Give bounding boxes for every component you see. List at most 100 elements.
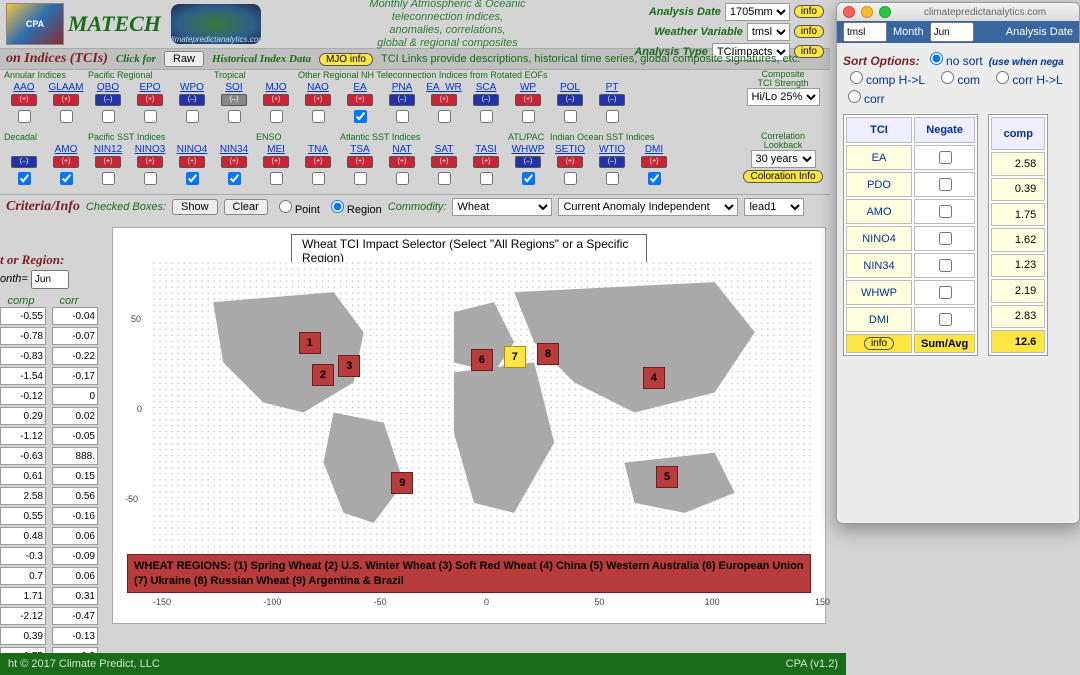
close-icon[interactable] <box>843 6 855 18</box>
comp-val[interactable] <box>0 467 46 485</box>
zoom-icon[interactable] <box>879 6 891 18</box>
map-marker-5[interactable]: 5 <box>656 466 678 488</box>
sort-opt[interactable]: corr <box>843 92 885 106</box>
tci-check-SCA[interactable] <box>480 110 493 123</box>
tci-link-PNA[interactable]: PNA <box>392 82 413 93</box>
point-radio[interactable] <box>279 200 292 213</box>
info-button[interactable]: info <box>794 25 824 38</box>
comp-val[interactable] <box>0 607 46 625</box>
tci-check-QBO[interactable] <box>102 110 115 123</box>
comp-val[interactable] <box>0 587 46 605</box>
map-marker-4[interactable]: 4 <box>643 367 665 389</box>
comp-val[interactable] <box>0 627 46 645</box>
show-button[interactable]: Show <box>172 199 218 215</box>
map-marker-8[interactable]: 8 <box>537 343 559 365</box>
month-input[interactable] <box>31 270 69 289</box>
tci-link-NAT[interactable]: NAT <box>392 144 411 155</box>
map-marker-2[interactable]: 2 <box>312 364 334 386</box>
point-radio-label[interactable]: Point <box>274 197 320 216</box>
tci-check-EA[interactable] <box>354 110 367 123</box>
tci-check-NAT[interactable] <box>396 172 409 185</box>
sort-opt[interactable]: com <box>933 73 980 87</box>
tci-link-WTIO[interactable]: WTIO <box>599 144 625 155</box>
commodity-select[interactable]: Wheat <box>452 198 552 216</box>
comp-val[interactable] <box>0 427 46 445</box>
corr-val[interactable] <box>52 407 98 425</box>
tci-link-TNA[interactable]: TNA <box>308 144 328 155</box>
tci-check-MJO[interactable] <box>270 110 283 123</box>
tci-check-AMO[interactable] <box>60 172 73 185</box>
hilo-select[interactable]: Hi/Lo 25% <box>747 88 820 106</box>
corr-val[interactable] <box>52 307 98 325</box>
map-marker-1[interactable]: 1 <box>299 332 321 354</box>
tci-check-EPO[interactable] <box>144 110 157 123</box>
tci-check-TSA[interactable] <box>354 172 367 185</box>
tci-link-SOI[interactable]: SOI <box>225 82 242 93</box>
sum-info-button[interactable]: info <box>864 337 894 350</box>
comp-val[interactable] <box>0 547 46 565</box>
tci-link-DMI[interactable]: DMI <box>645 144 663 155</box>
tci-link-AMO[interactable]: AMO <box>55 144 78 155</box>
map-marker-3[interactable]: 3 <box>338 355 360 377</box>
tci-link-QBO[interactable]: QBO <box>97 82 119 93</box>
region-radio-label[interactable]: Region <box>326 197 382 216</box>
tci-link-MJO[interactable]: MJO <box>265 82 286 93</box>
corr-val[interactable] <box>52 467 98 485</box>
negate-check-PDO[interactable] <box>939 178 952 191</box>
tci-link-POL[interactable]: POL <box>560 82 580 93</box>
anomaly-select[interactable]: Current Anomaly Independent <box>558 198 738 216</box>
tci-check-MEI[interactable] <box>270 172 283 185</box>
corr-val[interactable] <box>52 427 98 445</box>
tci-check-TNA[interactable] <box>312 172 325 185</box>
comp-val[interactable] <box>0 507 46 525</box>
tci-link-WP[interactable]: WP <box>520 82 536 93</box>
var-input[interactable] <box>843 22 887 42</box>
tci-link-SCA[interactable]: SCA <box>476 82 497 93</box>
tci-check-WP[interactable] <box>522 110 535 123</box>
lookback-select[interactable]: 30 years <box>751 150 816 168</box>
tci-link-NAO[interactable]: NAO <box>307 82 329 93</box>
tci-check-WTIO[interactable] <box>606 172 619 185</box>
tci-check-SAT[interactable] <box>438 172 451 185</box>
corr-val[interactable] <box>52 447 98 465</box>
corr-val[interactable] <box>52 607 98 625</box>
map-marker-9[interactable]: 9 <box>391 472 413 494</box>
tci-link-TASI[interactable]: TASI <box>475 144 496 155</box>
corr-val[interactable] <box>52 347 98 365</box>
negate-check-NINO4[interactable] <box>939 232 952 245</box>
minimize-icon[interactable] <box>861 6 873 18</box>
corr-val[interactable] <box>52 387 98 405</box>
comp-val[interactable] <box>0 307 46 325</box>
tci-check-PNA[interactable] <box>396 110 409 123</box>
negate-check-EA[interactable] <box>939 151 952 164</box>
tci-link-SAT[interactable]: SAT <box>435 144 454 155</box>
region-radio[interactable] <box>331 200 344 213</box>
corr-val[interactable] <box>52 547 98 565</box>
map-marker-6[interactable]: 6 <box>471 349 493 371</box>
comp-val[interactable] <box>0 347 46 365</box>
tci-link-WPO[interactable]: WPO <box>180 82 204 93</box>
tci-link-EA[interactable]: EA <box>353 82 366 93</box>
comp-val[interactable] <box>0 527 46 545</box>
corr-val[interactable] <box>52 587 98 605</box>
corr-val[interactable] <box>52 327 98 345</box>
sel-Weather Variable[interactable]: tmsl <box>747 23 790 41</box>
corr-val[interactable] <box>52 507 98 525</box>
tci-check-NIN12[interactable] <box>102 172 115 185</box>
tci-check-NIN34[interactable] <box>228 172 241 185</box>
mjo-info-button[interactable]: MJO info <box>319 53 373 66</box>
corr-val[interactable] <box>52 367 98 385</box>
tci-check-NAO[interactable] <box>312 110 325 123</box>
comp-val[interactable] <box>0 567 46 585</box>
lead-select[interactable]: lead1 <box>744 198 804 216</box>
sel-Analysis Date[interactable]: 1705mm <box>725 3 790 21</box>
map-marker-7[interactable]: 7 <box>504 346 526 368</box>
tci-link-WHWP[interactable]: WHWP <box>512 144 545 155</box>
sort-opt[interactable]: corr H->L <box>988 73 1063 87</box>
tci-link-NINO3[interactable]: NINO3 <box>135 144 166 155</box>
comp-val[interactable] <box>0 387 46 405</box>
tci-link-SETIO[interactable]: SETIO <box>555 144 585 155</box>
comp-val[interactable] <box>0 327 46 345</box>
tci-check-GLAAM[interactable] <box>60 110 73 123</box>
negate-check-NIN34[interactable] <box>939 259 952 272</box>
